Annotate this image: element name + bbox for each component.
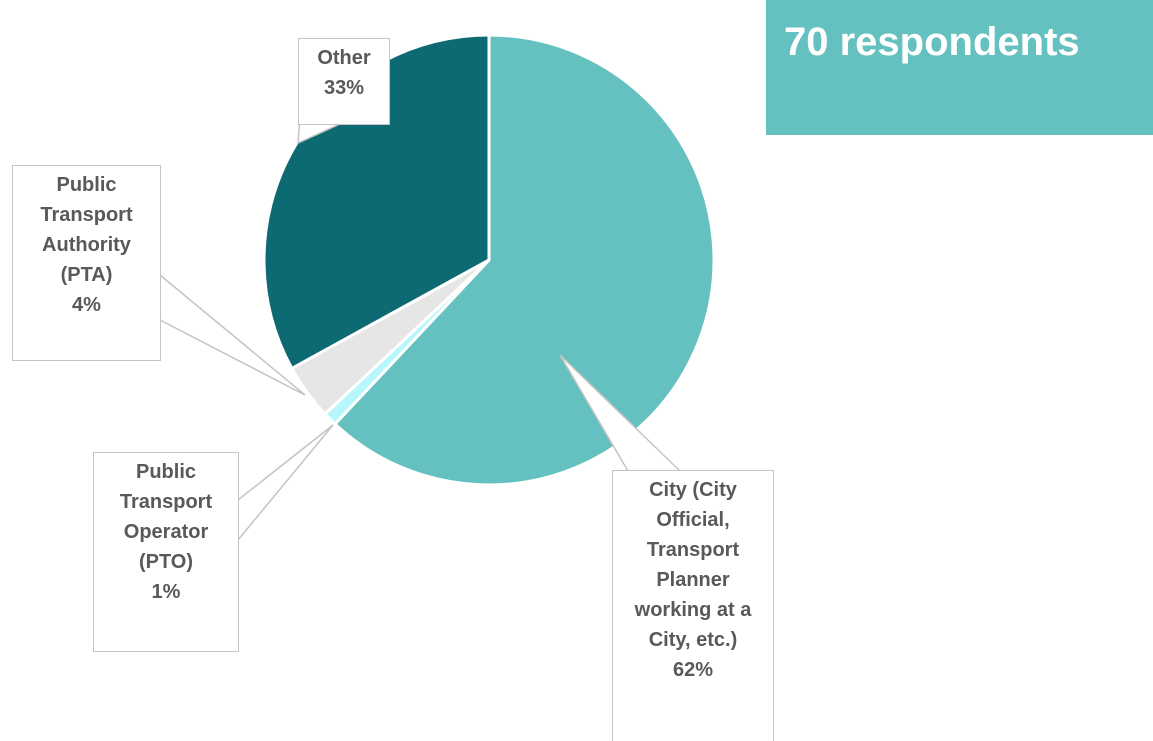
value-label: 33% — [323, 77, 365, 99]
callout-pointer — [559, 354, 681, 472]
value-label: 1% — [151, 581, 181, 603]
data-label: Other 33% — [298, 38, 390, 125]
category-label: Other — [317, 47, 371, 69]
value-label: 4% — [72, 294, 101, 316]
category-label: City (City Official, Transport Planner w… — [634, 479, 752, 651]
category-label: Public Transport Authority (PTA) — [40, 174, 133, 286]
category-label: Public Transport Operator (PTO) — [119, 461, 213, 573]
pie-slice — [332, 33, 716, 487]
value-label: 62% — [672, 659, 714, 681]
data-label: Public Transport Authority (PTA) 4% — [12, 165, 161, 361]
callout-pointer — [159, 274, 306, 396]
data-label: City (City Official, Transport Planner w… — [612, 470, 774, 741]
data-label: Public Transport Operator (PTO) 1% — [93, 452, 239, 652]
annotation: 70 respondents — [766, 0, 1153, 135]
callout-pointer — [237, 424, 334, 541]
